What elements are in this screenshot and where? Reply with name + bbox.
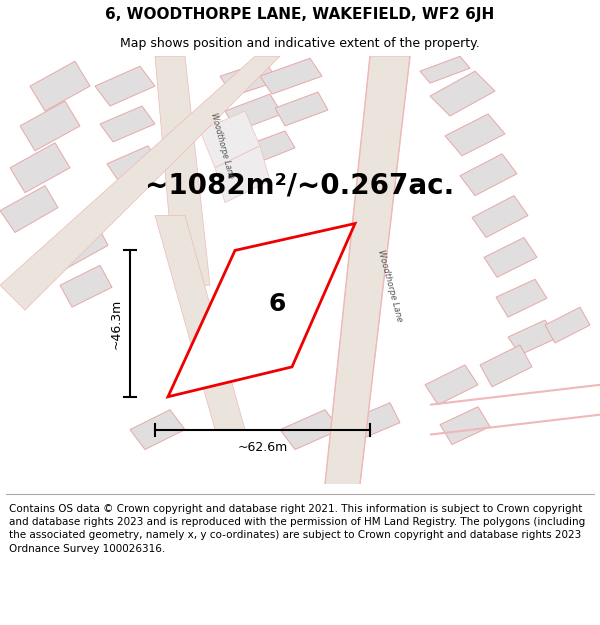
Polygon shape [220,61,278,96]
Polygon shape [50,221,108,270]
Polygon shape [107,146,160,182]
Text: ~46.3m: ~46.3m [110,299,122,349]
Polygon shape [325,56,410,484]
Polygon shape [480,345,532,387]
Text: ~1082m²/~0.267ac.: ~1082m²/~0.267ac. [145,172,454,199]
Polygon shape [545,307,590,343]
Polygon shape [350,402,400,439]
Polygon shape [496,279,547,317]
Polygon shape [215,146,270,202]
Text: Woodthorpe Lane: Woodthorpe Lane [209,112,235,180]
Polygon shape [168,224,355,397]
Polygon shape [0,56,280,310]
Polygon shape [425,365,478,405]
Text: Contains OS data © Crown copyright and database right 2021. This information is : Contains OS data © Crown copyright and d… [9,504,585,554]
Polygon shape [130,410,185,449]
Polygon shape [440,407,490,444]
Polygon shape [155,216,245,429]
Polygon shape [95,66,155,106]
Polygon shape [60,266,112,307]
Text: 6, WOODTHORPE LANE, WAKEFIELD, WF2 6JH: 6, WOODTHORPE LANE, WAKEFIELD, WF2 6JH [106,6,494,21]
Polygon shape [100,106,155,142]
Polygon shape [225,94,282,131]
Polygon shape [508,320,557,355]
Polygon shape [430,71,495,116]
Polygon shape [472,196,528,238]
Polygon shape [245,131,295,164]
Polygon shape [460,154,517,196]
Text: 6: 6 [269,292,286,316]
Polygon shape [280,410,340,449]
Polygon shape [445,114,505,156]
Text: ~62.6m: ~62.6m [238,441,287,454]
Polygon shape [20,101,80,151]
Polygon shape [420,56,470,83]
Text: Map shows position and indicative extent of the property.: Map shows position and indicative extent… [120,38,480,51]
Polygon shape [30,61,90,111]
Polygon shape [484,238,537,278]
Polygon shape [10,143,70,192]
Polygon shape [275,92,328,126]
Polygon shape [155,56,210,285]
Polygon shape [260,58,322,94]
Polygon shape [200,111,260,168]
Polygon shape [0,186,58,232]
Text: Woodthorpe Lane: Woodthorpe Lane [376,248,404,322]
